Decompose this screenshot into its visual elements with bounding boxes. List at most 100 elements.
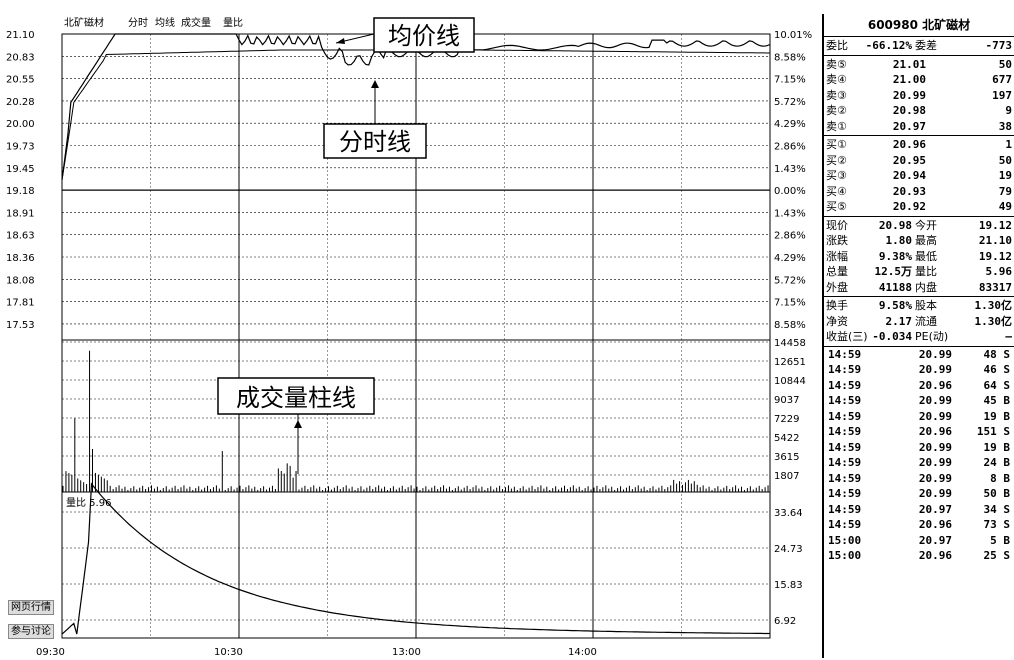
- price-tick-right: 5.72%: [774, 97, 806, 108]
- trade-volume: 46 S: [952, 362, 1014, 378]
- sell-volume: 50: [926, 57, 1014, 73]
- trade-price: 20.99: [880, 455, 952, 471]
- price-tick-left: 18.63: [6, 231, 35, 242]
- info-value-b: —: [959, 329, 1014, 345]
- price-tick-left: 20.83: [6, 52, 35, 63]
- price-tick-right: 1.43%: [774, 164, 806, 175]
- trade-time: 14:59: [824, 517, 880, 533]
- trade-time: 14:59: [824, 424, 880, 440]
- trade-price: 20.99: [880, 440, 952, 456]
- tab-time[interactable]: 分时: [128, 17, 148, 29]
- trade-time: 14:59: [824, 409, 880, 425]
- volume-tick: 12651: [774, 357, 806, 368]
- trade-row: 14:59 20.99 46 S: [824, 362, 1014, 378]
- trade-time: 14:59: [824, 455, 880, 471]
- sell-row: 卖② 20.98 9: [824, 103, 1014, 119]
- ratio-tick: 33.64: [774, 508, 803, 519]
- buy-volume: 19: [926, 168, 1014, 184]
- info-label-b: 流通: [912, 314, 959, 330]
- quote-row: 涨跌 1.80 最高 21.10: [824, 233, 1014, 249]
- trade-time: 14:59: [824, 486, 880, 502]
- price-tick-right: 2.86%: [774, 142, 806, 153]
- trade-price: 20.97: [880, 533, 952, 549]
- price-tick-left: 20.28: [6, 97, 35, 108]
- buy-level: 买①: [824, 137, 856, 153]
- trade-volume: 24 B: [952, 455, 1014, 471]
- sell-row: 卖④ 21.00 677: [824, 72, 1014, 88]
- price-tick-right: 10.01%: [774, 30, 812, 41]
- info-row: 净资 2.17 流通 1.30亿: [824, 314, 1014, 330]
- buy-level: 买②: [824, 153, 856, 169]
- info-label-b: 股本: [912, 298, 959, 314]
- sell-row: 卖① 20.97 38: [824, 119, 1014, 135]
- quote-label-b: 最低: [912, 249, 959, 265]
- volume-tick: 7229: [774, 414, 799, 425]
- quote-value-b: 19.12: [959, 249, 1014, 265]
- tab-volume[interactable]: 成交量: [181, 16, 211, 29]
- trade-price: 20.97: [880, 502, 952, 518]
- trade-price: 20.99: [880, 486, 952, 502]
- sell-level: 卖④: [824, 72, 856, 88]
- annotation-avg-line: 均价线: [388, 22, 460, 50]
- sell-level: 卖③: [824, 88, 856, 104]
- ratio-label: 量比 5.96: [66, 497, 111, 509]
- sell-volume: 38: [926, 119, 1014, 135]
- buy-row: 买① 20.96 1: [824, 137, 1014, 153]
- info-value-a: 2.17: [860, 314, 912, 330]
- ratio-tick: 24.73: [774, 544, 803, 555]
- sell-level: 卖⑤: [824, 57, 856, 73]
- trade-volume: 5 B: [952, 533, 1014, 549]
- buy-volume: 1: [926, 137, 1014, 153]
- price-tick-left: 18.36: [6, 253, 35, 264]
- trade-volume: 50 B: [952, 486, 1014, 502]
- buy-level: 买③: [824, 168, 856, 184]
- price-tick-left: 20.55: [6, 75, 35, 86]
- trade-row: 14:59 20.99 24 B: [824, 455, 1014, 471]
- trade-row: 14:59 20.99 50 B: [824, 486, 1014, 502]
- price-tick-left: 20.00: [6, 119, 35, 130]
- ratio-tick: 15.83: [774, 580, 803, 591]
- info-label-a: 收益(三): [824, 329, 860, 345]
- trade-row: 15:00 20.97 5 B: [824, 533, 1014, 549]
- trade-price: 20.99: [880, 347, 952, 363]
- info-value-b: 1.30亿: [959, 298, 1014, 314]
- info-stats: 换手 9.58% 股本 1.30亿 净资 2.17 流通 1.30亿 收益(三) -0.034 PE…: [824, 297, 1014, 347]
- quote-label-a: 外盘: [824, 280, 860, 296]
- quote-value-a: 12.5万: [860, 264, 912, 280]
- trade-time: 15:00: [824, 548, 880, 564]
- trade-time: 14:59: [824, 362, 880, 378]
- price-tick-right: 0.00%: [774, 186, 806, 197]
- price-tick-left: 17.53: [6, 320, 35, 331]
- info-value-b: 1.30亿: [959, 314, 1014, 330]
- price-tick-left: 19.45: [6, 164, 35, 175]
- quote-label-a: 现价: [824, 218, 860, 234]
- volume-tick: 1807: [774, 471, 799, 482]
- web-quote-button[interactable]: 网页行情: [8, 600, 54, 615]
- quote-value-a: 9.38%: [860, 249, 912, 265]
- quote-value-a: 41188: [860, 280, 912, 296]
- trade-price: 20.99: [880, 471, 952, 487]
- trade-volume: 34 S: [952, 502, 1014, 518]
- tab-ratio[interactable]: 量比: [223, 17, 243, 29]
- weibi-value: -66.12%: [860, 38, 912, 54]
- trade-price: 20.96: [880, 378, 952, 394]
- quote-label-a: 涨跌: [824, 233, 860, 249]
- trade-time: 14:59: [824, 347, 880, 363]
- price-tick-right: 7.15%: [774, 298, 806, 309]
- buy-row: 买⑤ 20.92 49: [824, 199, 1014, 215]
- tab-avg[interactable]: 均线: [155, 16, 175, 29]
- buy-row: 买④ 20.93 79: [824, 184, 1014, 200]
- discuss-button[interactable]: 参与讨论: [8, 624, 54, 639]
- trade-time: 15:00: [824, 533, 880, 549]
- quote-panel: 600980 北矿磁材 委比 -66.12% 委差 -773 卖⑤ 21.01 50…: [822, 14, 1014, 658]
- trade-ticks: 14:59 20.99 48 S 14:59 20.99 46 S 14:59 20.96 64…: [824, 347, 1014, 564]
- quote-value-b: 5.96: [959, 264, 1014, 280]
- info-label-a: 净资: [824, 314, 860, 330]
- intraday-chart[interactable]: 21.10 10.01% 20.83 8.58% 20.55 7.15% 20.28 5.72…: [0, 0, 822, 660]
- price-tick-right: 4.29%: [774, 119, 806, 130]
- trade-price: 20.99: [880, 393, 952, 409]
- quote-label-b: 今开: [912, 218, 959, 234]
- sell-price: 20.97: [856, 119, 926, 135]
- buy-volume: 50: [926, 153, 1014, 169]
- sell-volume: 9: [926, 103, 1014, 119]
